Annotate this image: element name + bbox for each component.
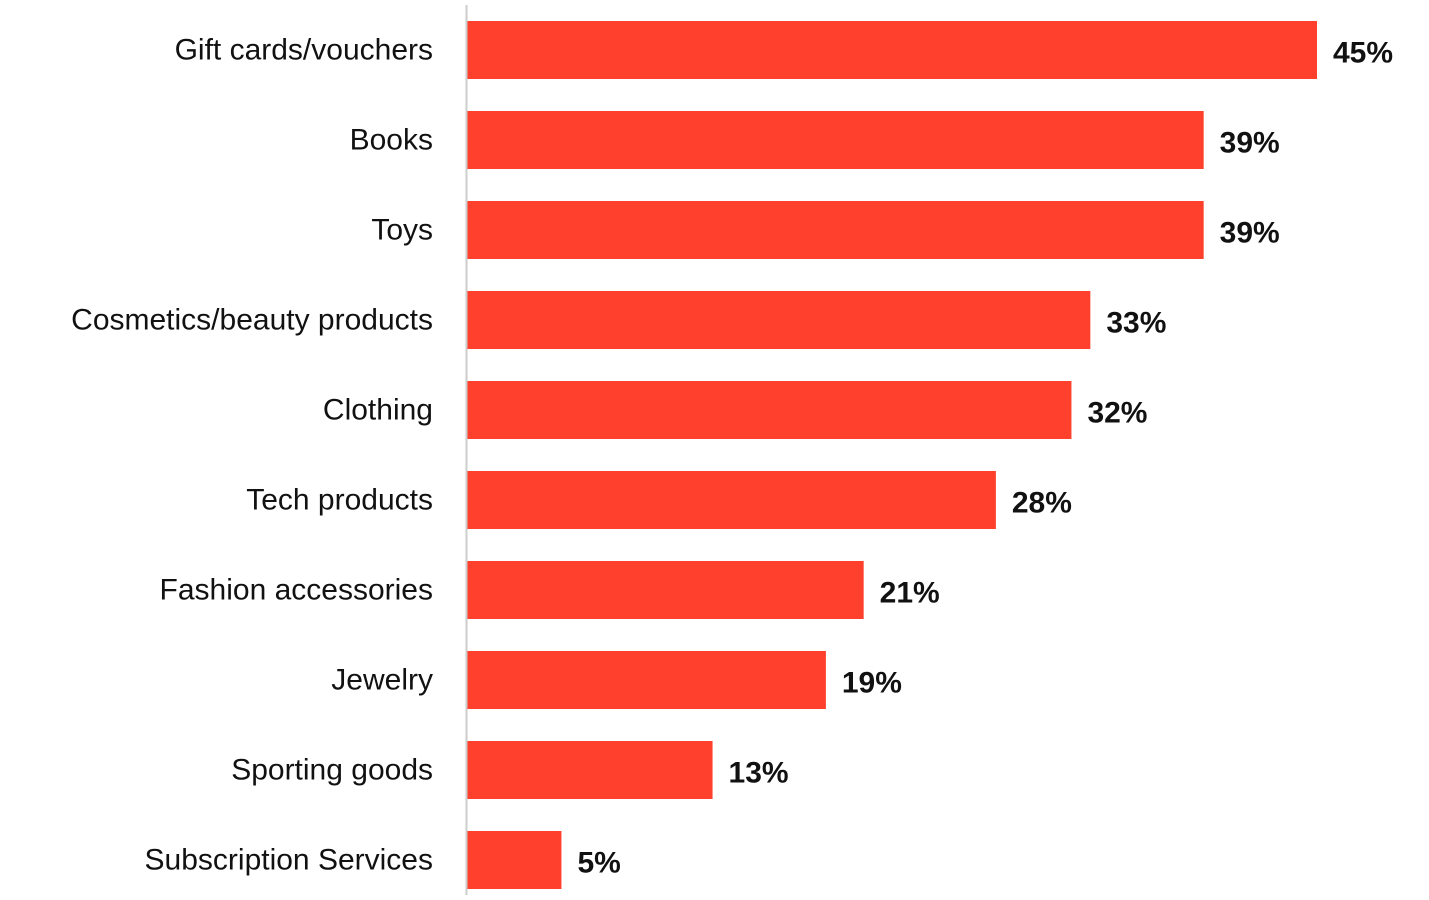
bar-toys: [467, 201, 1204, 259]
bar-jewelry: [467, 651, 826, 709]
bar-cosmetics-beauty-products: [467, 291, 1091, 349]
bar-sporting-goods: [467, 741, 713, 799]
bar-gift-cards-vouchers: [467, 21, 1317, 79]
value-label-cosmetics-beauty-products: 33%: [1106, 307, 1166, 340]
bar-clothing: [467, 381, 1072, 439]
category-label-sporting-goods: Sporting goods: [231, 754, 433, 787]
value-label-jewelry: 19%: [842, 667, 902, 700]
category-label-toys: Toys: [371, 214, 433, 247]
value-label-sporting-goods: 13%: [729, 757, 789, 790]
value-label-gift-cards-vouchers: 45%: [1333, 37, 1393, 70]
category-label-subscription-services: Subscription Services: [145, 844, 433, 877]
category-label-clothing: Clothing: [323, 394, 433, 427]
value-labels: 45% 39% 39% 33% 32% 28% 21% 19% 13% 5%: [577, 37, 1393, 880]
category-label-fashion-accessories: Fashion accessories: [160, 574, 433, 607]
value-label-tech-products: 28%: [1012, 487, 1072, 520]
category-label-cosmetics-beauty-products: Cosmetics/beauty products: [71, 304, 433, 337]
bar-books: [467, 111, 1204, 169]
category-label-books: Books: [350, 124, 433, 157]
category-label-gift-cards-vouchers: Gift cards/vouchers: [175, 34, 433, 67]
category-label-jewelry: Jewelry: [331, 664, 433, 697]
value-label-books: 39%: [1220, 127, 1280, 160]
value-label-clothing: 32%: [1087, 397, 1147, 430]
bar-subscription-services: [467, 831, 562, 889]
bar-tech-products: [467, 471, 996, 529]
category-label-tech-products: Tech products: [246, 484, 433, 517]
value-label-fashion-accessories: 21%: [880, 577, 940, 610]
bars-layer: [467, 21, 1317, 889]
value-label-toys: 39%: [1220, 217, 1280, 250]
bar-fashion-accessories: [467, 561, 864, 619]
value-label-subscription-services: 5%: [577, 847, 620, 880]
category-labels: Gift cards/vouchers Books Toys Cosmetics/be…: [71, 34, 433, 877]
